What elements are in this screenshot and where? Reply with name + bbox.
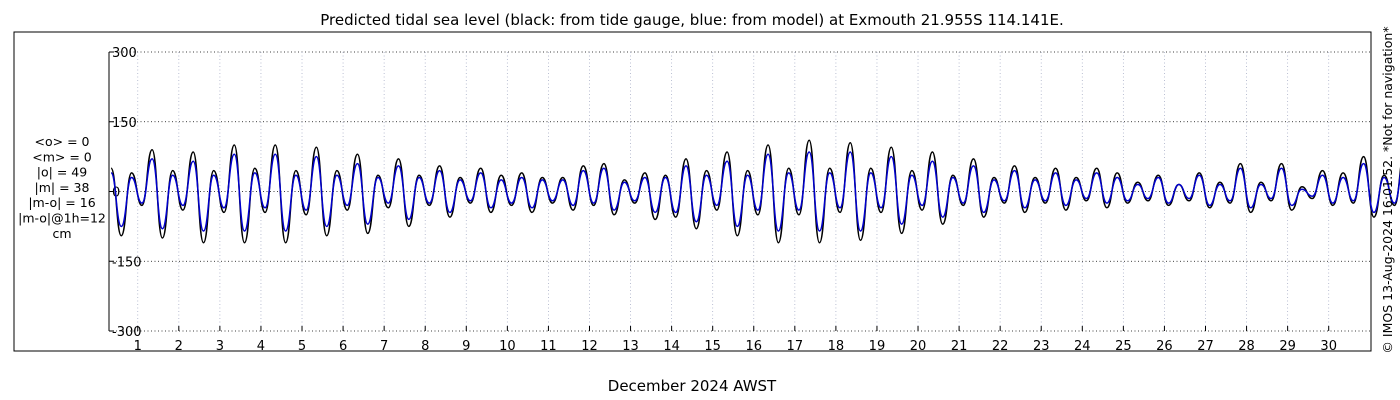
x-tick-label: 4: [257, 339, 265, 354]
x-tick-label: 9: [462, 339, 470, 354]
x-tick-label: 13: [622, 339, 639, 354]
chart-title: Predicted tidal sea level (black: from t…: [320, 11, 1064, 29]
x-tick-label: 16: [745, 339, 762, 354]
series-line-tide-gauge: [110, 139, 1400, 244]
stats-line: |m-o| = 16: [28, 195, 95, 210]
series-line-model: [110, 151, 1400, 232]
x-tick-label: 11: [540, 339, 557, 354]
x-tick-label: 6: [339, 339, 347, 354]
x-tick-label: 26: [1156, 339, 1173, 354]
x-tick-label: 25: [1115, 339, 1132, 354]
x-tick-label: 10: [499, 339, 516, 354]
x-tick-label: 23: [1033, 339, 1050, 354]
x-tick-label: 1: [134, 339, 142, 354]
y-tick-label: -300: [112, 325, 142, 340]
x-tick-label: 5: [298, 339, 306, 354]
x-tick-label: 15: [704, 339, 721, 354]
stats-line: <o> = 0: [35, 134, 90, 149]
y-tick-label: 300: [112, 46, 137, 61]
x-tick-label: 3: [216, 339, 224, 354]
grid-layer: [109, 51, 1371, 332]
stats-line: <m> = 0: [32, 149, 92, 164]
x-tick-label: 8: [421, 339, 429, 354]
x-tick-label: 21: [951, 339, 968, 354]
x-tick-label: 27: [1197, 339, 1214, 354]
outer-frame: [13, 31, 1372, 352]
stats-box: <o> = 0<m> = 0|o| = 49|m| = 38|m-o| = 16…: [18, 134, 106, 241]
y-tick-label: 150: [112, 116, 137, 131]
x-tick-label: 24: [1074, 339, 1091, 354]
series-layer: [110, 139, 1400, 244]
x-tick-label: 18: [828, 339, 845, 354]
x-tick-label: 22: [992, 339, 1009, 354]
x-tick-label: 20: [910, 339, 927, 354]
x-tick-label: 2: [175, 339, 183, 354]
x-tick-label: 12: [581, 339, 598, 354]
stats-line: |m| = 38: [35, 180, 90, 195]
stats-line: |o| = 49: [37, 165, 87, 180]
x-tick-label: 19: [869, 339, 886, 354]
x-tick-label: 14: [663, 339, 680, 354]
stats-line: |m-o|@1h=12: [18, 211, 106, 226]
x-tick-label: 30: [1320, 339, 1337, 354]
y-tick-label: -150: [112, 255, 142, 270]
copyright-note: © IMOS 13-Aug-2024 16:01:52. *Not for na…: [1380, 26, 1395, 353]
x-tick-label: 7: [380, 339, 388, 354]
x-axis-label: December 2024 AWST: [608, 377, 777, 395]
x-tick-label: 29: [1279, 339, 1296, 354]
x-tick-label: 17: [787, 339, 804, 354]
stats-line: cm: [52, 226, 71, 241]
x-tick-label: 28: [1238, 339, 1255, 354]
